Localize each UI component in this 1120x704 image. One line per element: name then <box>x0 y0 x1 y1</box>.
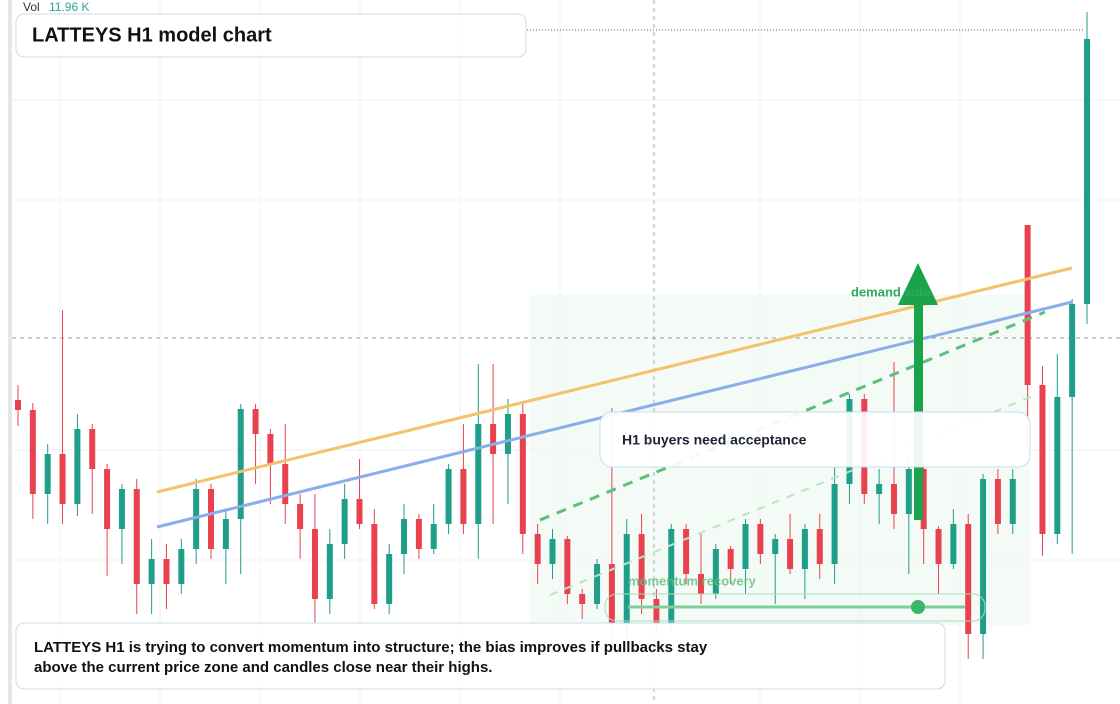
candle-body <box>519 414 526 534</box>
annotation: demand side <box>851 284 930 299</box>
candle-body <box>831 484 838 564</box>
candle-body <box>504 414 511 454</box>
candle-body <box>549 539 556 564</box>
slider-knob <box>911 600 925 614</box>
candle-body <box>460 469 467 524</box>
candle-body <box>1069 304 1076 397</box>
candle-body <box>579 594 586 604</box>
candle-body <box>638 534 645 599</box>
candle-body <box>252 409 259 434</box>
candle-body <box>697 574 704 594</box>
candle-body <box>935 529 942 564</box>
candle-body <box>876 484 883 494</box>
candle-body <box>133 489 140 584</box>
candle-body <box>994 479 1001 524</box>
candle-body <box>104 469 111 529</box>
arrow-head <box>898 263 938 305</box>
candle-body <box>415 519 422 549</box>
candle-body <box>980 479 987 634</box>
candle-body <box>475 424 482 524</box>
arrow-shaft <box>914 300 923 520</box>
annotation: momentum recovery <box>628 573 757 588</box>
candle-body <box>608 564 615 624</box>
candle-body <box>668 529 675 624</box>
candle-body <box>44 454 51 494</box>
callout <box>599 411 1031 468</box>
candle-body <box>1054 397 1061 534</box>
candle-body <box>430 524 437 549</box>
candle-body <box>653 599 660 624</box>
left-edge <box>8 0 12 704</box>
candle-body <box>905 469 912 514</box>
candle-body <box>965 524 972 634</box>
candle-body <box>490 424 497 454</box>
candle-body <box>950 524 957 564</box>
candle-body <box>772 539 779 554</box>
candle-body <box>787 539 794 569</box>
candle-body <box>920 469 927 529</box>
candle-body <box>757 524 764 554</box>
candle-body <box>371 524 378 604</box>
candle-body <box>727 549 734 569</box>
candle-body <box>742 524 749 569</box>
volume-label: Vol <box>23 0 40 14</box>
candle-body <box>594 564 601 604</box>
candle-body <box>15 400 21 410</box>
candle-body <box>208 489 215 549</box>
candle-body <box>1009 479 1016 524</box>
candle-body <box>237 409 244 519</box>
annotation: H1 buyers need acceptance <box>622 432 807 448</box>
candle-body <box>1084 39 1090 304</box>
candle-body <box>623 534 630 624</box>
candle-body <box>356 499 363 524</box>
candle-body <box>1039 385 1046 534</box>
title-box <box>15 13 527 58</box>
candle-body <box>683 529 690 574</box>
candles <box>15 12 1090 659</box>
candle-body <box>311 529 318 599</box>
candle-body <box>326 544 333 599</box>
note-box <box>15 622 946 690</box>
candle-body <box>29 410 36 494</box>
candle-body <box>297 504 304 529</box>
candle-body <box>148 559 155 584</box>
candle-body <box>89 429 96 469</box>
candle-body <box>712 549 719 594</box>
candle-body <box>267 434 274 464</box>
candle-body <box>178 549 185 584</box>
note: LATTEYS H1 is trying to convert momentum… <box>34 639 708 676</box>
candle-body <box>534 534 541 564</box>
candle-body <box>222 519 229 549</box>
candle-body <box>1024 225 1031 385</box>
candle-body <box>341 499 348 544</box>
chart-title: LATTEYS H1 model chart <box>32 24 272 46</box>
candle-body <box>564 539 571 594</box>
candle-body <box>59 454 66 504</box>
candle-body <box>163 559 170 584</box>
candle-body <box>282 464 289 504</box>
candle-body <box>801 529 808 569</box>
candle-body <box>74 429 81 504</box>
candle-body <box>193 489 200 549</box>
candle-body <box>816 529 823 564</box>
candle-body <box>445 469 452 524</box>
candle-body <box>386 554 393 604</box>
candle-body <box>890 484 897 514</box>
candle-body <box>401 519 408 554</box>
volume-value: 11.96 K <box>49 0 89 14</box>
slider-box <box>604 593 986 622</box>
candle-body <box>118 489 125 529</box>
